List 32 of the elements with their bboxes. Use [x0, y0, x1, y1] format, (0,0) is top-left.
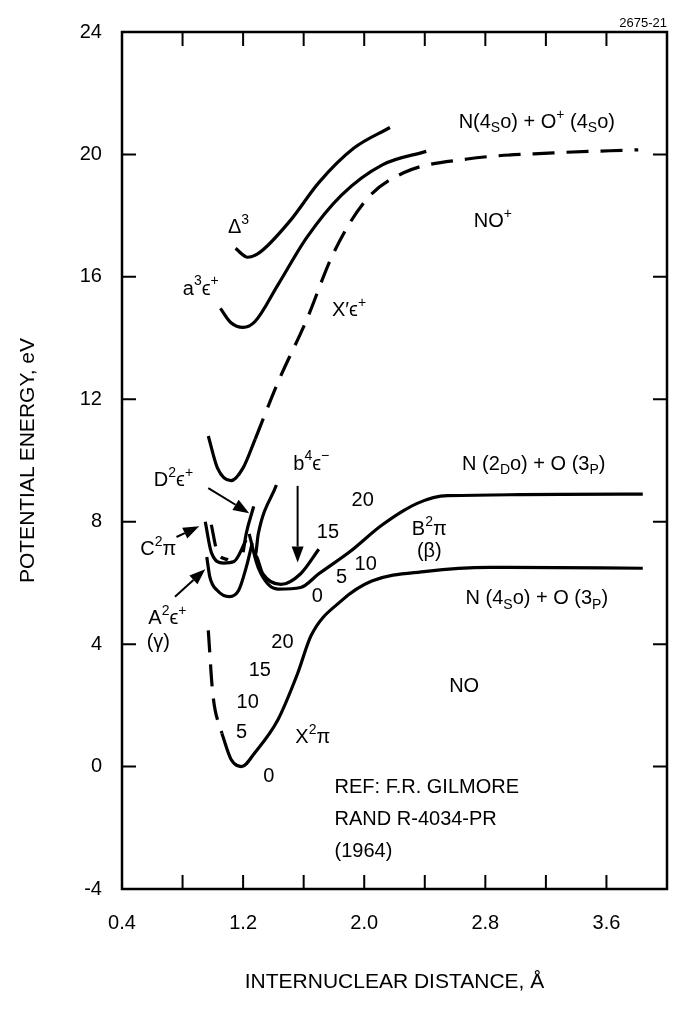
x-tick-label: 0.4 [108, 910, 136, 933]
x-tick-label: 2.0 [350, 910, 379, 933]
annotation: NO [449, 673, 480, 696]
y-tick-label: 16 [79, 264, 102, 287]
y-tick-label: 8 [90, 509, 102, 532]
annotation: 20 [351, 487, 374, 510]
x-tick-label: 2.8 [471, 910, 500, 933]
annotation: 0 [263, 764, 275, 787]
y-tick-label: 20 [79, 141, 102, 164]
y-tick-label: 4 [90, 631, 102, 654]
y-axis-title: POTENTIAL ENERGY, eV [15, 337, 39, 584]
y-tick-label: 24 [79, 19, 102, 42]
x-tick-label: 1.2 [229, 910, 258, 933]
annotation: 10 [354, 551, 377, 574]
annotation: X′ϵ+ [332, 293, 367, 321]
y-tick-label: 12 [79, 386, 102, 409]
annotation: 5 [335, 564, 348, 587]
annotation: 0 [311, 584, 323, 607]
x-tick-label: 3.6 [592, 910, 621, 933]
annotation: 15 [248, 658, 271, 681]
y-tick-label: 0 [90, 754, 102, 777]
annotation: 10 [236, 689, 259, 712]
y-tick-label: -4 [84, 876, 102, 899]
annotation: (γ) [146, 629, 170, 652]
annotation: REF: F.R. GILMORE RAND R-4034-PR (1964) [334, 774, 520, 861]
annotation: NO+ [473, 205, 512, 232]
annotation: (β) [416, 538, 442, 561]
annotation: 20 [271, 629, 294, 652]
annotation: 5 [236, 720, 248, 743]
text: 2675-21 [619, 15, 667, 31]
x-axis-title: INTERNUCLEAR DISTANCE, Å [244, 969, 545, 993]
annotation: 15 [316, 520, 340, 543]
